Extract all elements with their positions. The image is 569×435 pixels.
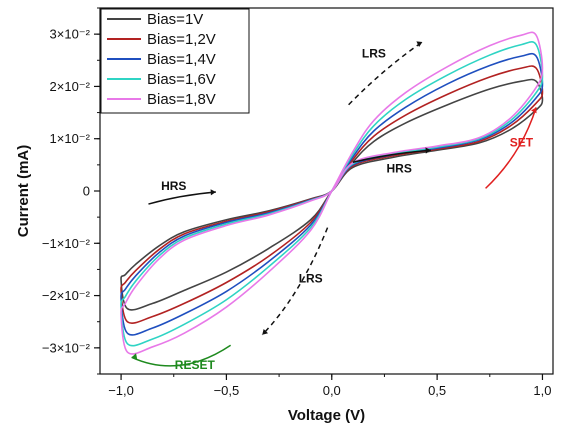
annotation-label: HRS	[387, 162, 412, 176]
annotation-label: LRS	[362, 47, 386, 61]
annotation-label: RESET	[175, 358, 216, 372]
lrs-upper-arrow-head	[416, 41, 423, 48]
x-tick-label: −0,5	[214, 383, 240, 398]
annotation-label: HRS	[161, 179, 186, 193]
hrs-right-arrow	[352, 149, 431, 163]
y-tick-label: −2×10⁻²	[42, 288, 91, 303]
set-arrow	[485, 107, 537, 189]
x-tick-label: 0,5	[428, 383, 446, 398]
legend-label-1: Bias=1V	[147, 11, 203, 28]
legend-box	[100, 8, 250, 114]
series-line-5	[120, 31, 544, 355]
x-axis-title: Voltage (V)	[288, 407, 365, 424]
y-tick-label: 1×10⁻²	[50, 131, 91, 146]
lrs-lower-arrow	[261, 227, 329, 336]
y-tick-label: 3×10⁻²	[50, 27, 91, 42]
set-arrow-head	[531, 107, 537, 114]
curves	[120, 31, 544, 355]
x-tick-label: −1,0	[108, 383, 134, 398]
reset-arrow-head	[131, 353, 138, 360]
reset-arrow	[131, 344, 232, 367]
plot-area	[120, 31, 544, 355]
legend-label-5: Bias=1,8V	[147, 91, 216, 108]
legend-label-2: Bias=1,2V	[147, 31, 216, 48]
y-tick-label: −1×10⁻²	[42, 236, 91, 251]
legend: Bias=1V Bias=1,2V Bias=1,4V Bias=1,6V Bias=1…	[100, 8, 250, 114]
y-axis-title: Current (mA)	[15, 145, 32, 238]
x-tick-label: 1,0	[533, 383, 551, 398]
legend-label-3: Bias=1,4V	[147, 51, 216, 68]
lrs-upper-arrow	[348, 41, 423, 106]
y-tick-label: 0	[83, 184, 90, 199]
y-tick-label: 2×10⁻²	[50, 79, 91, 94]
x-tick-label: 0,0	[323, 383, 341, 398]
hrs-right-arrow-head	[425, 147, 431, 154]
axes: −1,0 −0,5 0,0 0,5 1,0 −3×10⁻² −2×10⁻² −1×10⁻² 0 1…	[15, 7, 554, 424]
y-tick-label: −3×10⁻²	[42, 340, 91, 355]
annotation-label: LRS	[299, 272, 323, 286]
legend-label-4: Bias=1,6V	[147, 71, 216, 88]
hrs-left-arrow	[148, 191, 216, 205]
lrs-lower-arrow-head	[262, 328, 269, 335]
series-line-1	[120, 78, 544, 311]
hrs-left-arrow-head	[210, 189, 216, 196]
